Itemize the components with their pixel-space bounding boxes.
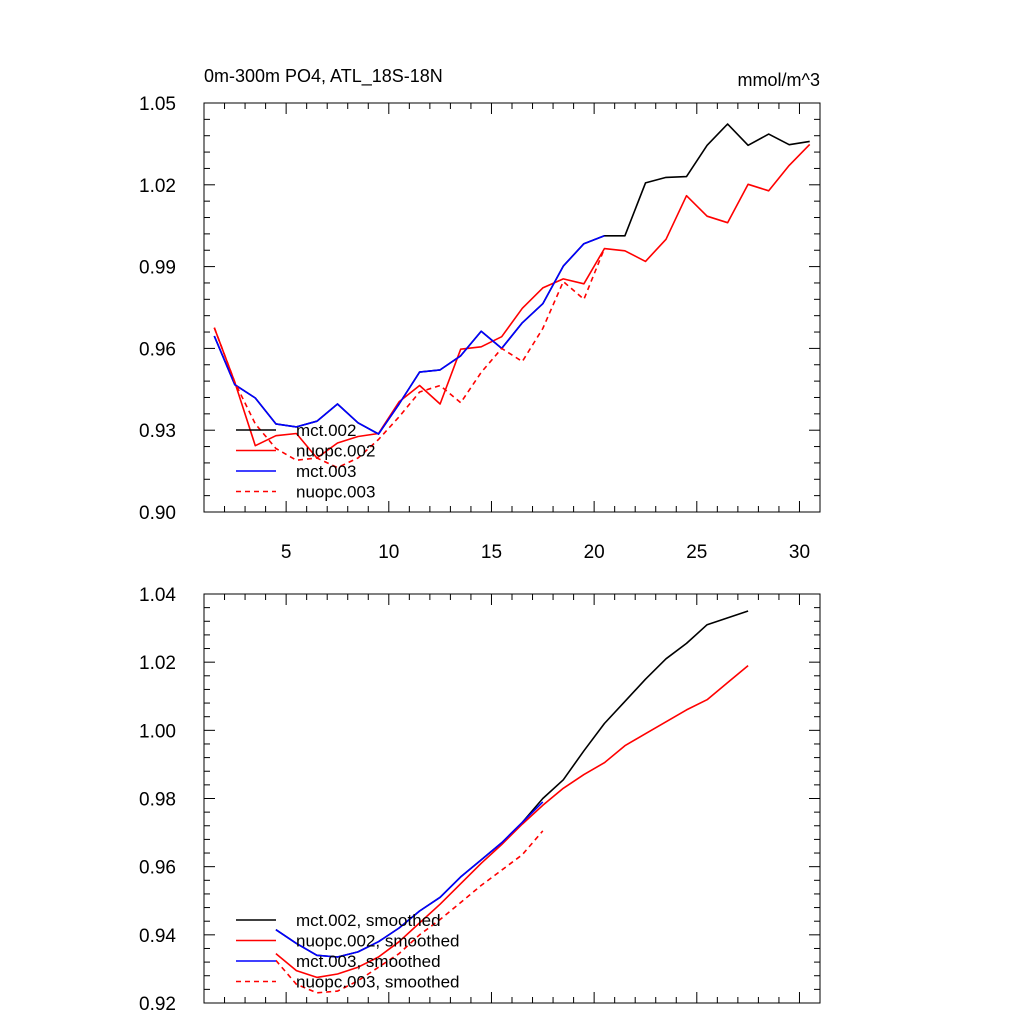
bottom-legend-label-4: nuopc.003, smoothed <box>296 973 460 992</box>
bottom-y-tick-label: 0.92 <box>139 994 176 1015</box>
top-x-tick-label: 20 <box>584 542 605 563</box>
top-y-tick-label: 0.90 <box>139 503 176 524</box>
top-legend-label-1: mct.002 <box>296 421 356 440</box>
top-series-group <box>213 123 811 469</box>
top-y-tick-label: 0.96 <box>139 339 176 360</box>
bottom-y-tick-label: 0.98 <box>139 790 176 811</box>
top-x-tick-label: 15 <box>481 542 502 563</box>
bottom-legend-label-3: mct.003, smoothed <box>296 952 441 971</box>
top-legend-label-4: nuopc.003 <box>296 483 375 502</box>
bottom-legend-label-2: nuopc.002, smoothed <box>296 932 460 951</box>
top-y-tick-label: 0.93 <box>139 421 176 442</box>
bottom-series-line-4 <box>275 830 544 994</box>
bottom-series-line-1 <box>275 610 749 958</box>
bottom-y-tick-label: 1.04 <box>139 585 176 606</box>
top-legend-label-2: nuopc.002 <box>296 442 375 461</box>
top-series-line-4 <box>213 248 606 469</box>
bottom-series-line-2 <box>275 664 749 979</box>
bottom-y-tick-label: 0.94 <box>139 926 176 947</box>
bottom-series-line-3 <box>275 801 544 958</box>
top-series-line-3 <box>213 235 605 435</box>
bottom-series-group <box>275 610 749 994</box>
bottom-y-tick-label: 1.00 <box>139 721 176 742</box>
top-x-tick-label: 30 <box>789 542 810 563</box>
bottom-legend-label-1: mct.002, smoothed <box>296 911 441 930</box>
top-x-tick-label: 10 <box>378 542 399 563</box>
bottom-legend: mct.002, smoothed nuopc.002, smoothedmct.… <box>236 911 460 992</box>
bottom-y-tick-label: 1.02 <box>139 653 176 674</box>
bottom-y-tick-label: 0.96 <box>139 858 176 879</box>
top-plot-area: 5 10 15 20 25 30 0.90 0.93 0.96 0.99 1.02 1.05 mct.0… <box>139 94 821 563</box>
top-panel: 0m-300m PO4, ATL_18S-18N mmol/m^3 5 10 15 2… <box>139 66 821 563</box>
top-x-tick-label: 5 <box>281 542 292 563</box>
top-x-tick-label: 25 <box>686 542 707 563</box>
top-chart-units: mmol/m^3 <box>738 70 820 90</box>
top-legend-label-3: mct.003 <box>296 462 356 481</box>
top-y-tick-label: 0.99 <box>139 258 176 279</box>
top-series-line-2 <box>213 143 811 459</box>
top-y-tick-label: 1.05 <box>139 94 176 115</box>
top-series-line-1 <box>213 123 810 435</box>
top-y-tick-label: 1.02 <box>139 176 176 197</box>
top-chart-title: 0m-300m PO4, ATL_18S-18N <box>204 66 443 87</box>
bottom-panel: 0.92 0.94 0.96 0.98 1.00 1.02 1.04 mct.002, smo… <box>139 585 821 1015</box>
bottom-plot-area: 0.92 0.94 0.96 0.98 1.00 1.02 1.04 mct.002, smo… <box>139 585 821 1015</box>
